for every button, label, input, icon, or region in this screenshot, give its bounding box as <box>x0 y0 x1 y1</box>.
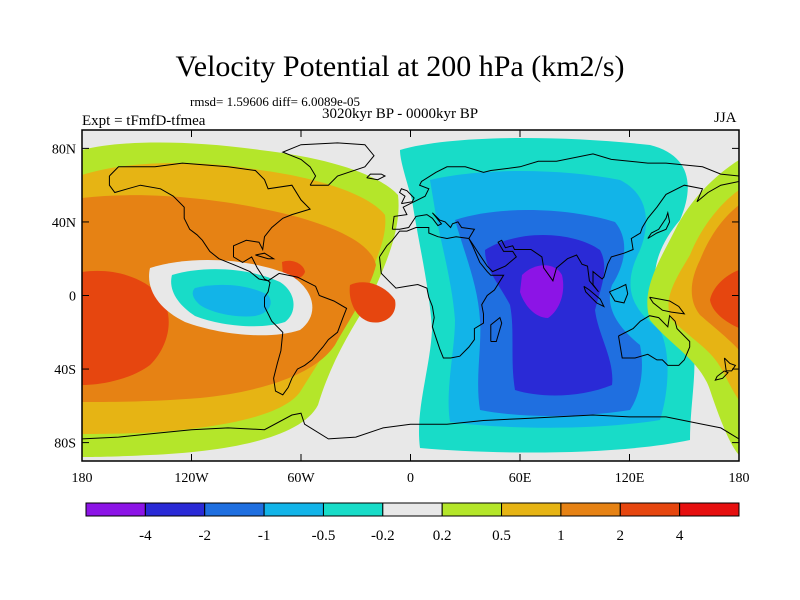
coastline-uk <box>398 188 415 205</box>
season-label: JJA <box>714 110 737 126</box>
colorbar-swatch <box>204 502 265 517</box>
x-tick-label: 180 <box>72 471 93 486</box>
y-tick-label: 40N <box>52 216 76 231</box>
coastline-greenland <box>281 142 375 186</box>
coastlines <box>82 142 739 440</box>
coastline-south-america <box>264 272 348 396</box>
coastline-borneo <box>608 283 629 304</box>
stats-line: rmsd= 1.59606 diff= 6.0089e-05 <box>190 94 361 109</box>
coastline-japan <box>647 210 671 239</box>
y-tick-label: 80N <box>52 142 76 157</box>
coastline-australia <box>618 314 691 366</box>
contour-fill-layer <box>82 138 739 457</box>
coastline-north-america <box>108 162 312 282</box>
x-tick-label: 120W <box>174 471 209 486</box>
colorbar-label: 1 <box>557 528 565 544</box>
y-tick-label: 40S <box>54 363 76 378</box>
colorbar-label: -2 <box>198 528 211 544</box>
coastline-africa <box>379 227 505 359</box>
x-tick-label: 0 <box>407 471 414 486</box>
contour-neg-1-pacific <box>192 284 271 317</box>
colorbar-label: 2 <box>617 528 625 544</box>
contour-2-eastedge <box>710 270 739 328</box>
coastline-eurasia <box>391 153 739 293</box>
colorbar-swatch <box>382 502 443 517</box>
colorbar-label: -0.5 <box>312 528 336 544</box>
coastline-antarctica <box>82 412 739 440</box>
colorbar-swatch <box>144 502 206 517</box>
plot-title: Velocity Potential at 200 hPa (km2/s) <box>175 50 625 83</box>
coastline-new-zealand-south <box>714 370 729 381</box>
colorbar-label: -1 <box>258 528 271 544</box>
colorbar-swatch <box>560 502 621 517</box>
colorbar-swatch <box>679 502 740 517</box>
coastline-new-zealand <box>723 357 737 372</box>
map-axes: 180 120W 60W 0 60E 120E 180 80N 40N 0 40S 80S <box>52 130 750 486</box>
coastline-iceland <box>366 173 387 181</box>
colorbar-swatch <box>85 502 146 517</box>
colorbar-swatch <box>263 502 324 517</box>
x-tick-label: 60E <box>509 471 532 486</box>
colorbar-label: 0.5 <box>492 528 511 544</box>
x-tick-label: 180 <box>729 471 750 486</box>
colorbar-label: -4 <box>139 528 152 544</box>
colorbar-swatch <box>501 502 562 517</box>
colorbar-label: 0.2 <box>433 528 452 544</box>
colorbar-swatch <box>619 502 681 517</box>
colorbar-swatch <box>322 502 384 517</box>
period-label: 3020kyr BP - 0000kyr BP <box>322 106 479 122</box>
colorbar-swatch <box>441 502 503 517</box>
contour-2-atlantic <box>349 282 396 323</box>
coastline-madagascar <box>490 316 503 342</box>
x-tick-label: 60W <box>287 471 315 486</box>
y-tick-label: 80S <box>54 437 76 452</box>
x-tick-label: 120E <box>615 471 645 486</box>
coastline-cuba <box>255 252 276 260</box>
coastline-new-guinea <box>649 296 686 315</box>
coastline-sumatra <box>583 285 605 308</box>
contour-2-west <box>82 270 169 385</box>
colorbar-label: 4 <box>676 528 684 544</box>
experiment-label: Expt = tFmfD-tfmea <box>82 113 206 129</box>
y-tick-label: 0 <box>69 290 76 305</box>
contour-neg-4-east <box>520 265 564 318</box>
colorbar-label: -0.2 <box>371 528 395 544</box>
